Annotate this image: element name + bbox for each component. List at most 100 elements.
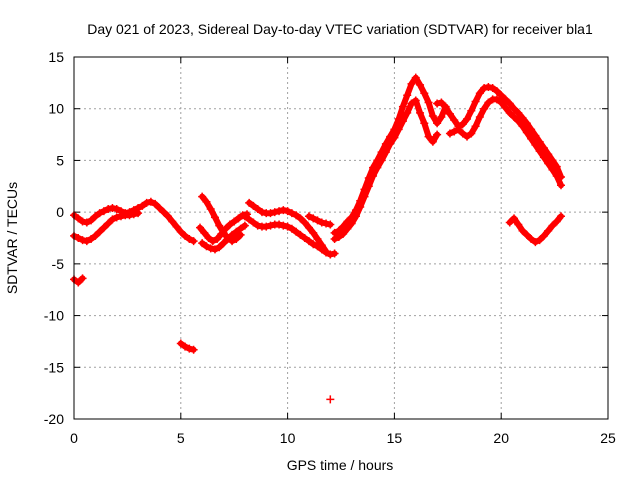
data-point — [213, 235, 222, 244]
data-point — [510, 214, 519, 223]
data-point — [420, 89, 429, 98]
data-point — [159, 208, 168, 217]
y-tick-label: 15 — [48, 49, 64, 65]
data-point — [428, 137, 437, 146]
data-point — [407, 79, 416, 88]
data-point — [257, 208, 266, 217]
data-point — [492, 87, 501, 96]
data-point — [450, 127, 459, 136]
data-point — [200, 228, 209, 237]
data-point — [317, 245, 326, 254]
data-point — [398, 102, 407, 111]
data-point — [204, 234, 213, 242]
data-point — [548, 221, 557, 230]
data-point — [531, 131, 540, 140]
data-series — [70, 73, 566, 404]
x-tick-label: 25 — [600, 430, 616, 446]
data-point — [518, 114, 527, 123]
y-tick-label: -5 — [52, 256, 65, 272]
data-point — [527, 134, 536, 143]
data-point — [82, 218, 91, 227]
series-trace-b — [70, 209, 143, 246]
data-point — [198, 239, 207, 248]
data-point — [146, 197, 155, 206]
y-axis-title: SDTVAR / TECUs — [4, 182, 20, 294]
data-point — [304, 237, 313, 246]
data-point — [463, 115, 472, 124]
data-point — [433, 119, 442, 128]
data-point — [471, 122, 480, 131]
data-point — [74, 234, 83, 242]
data-point — [454, 125, 463, 134]
data-point — [411, 96, 420, 105]
data-point — [185, 235, 194, 244]
data-point — [445, 109, 454, 118]
y-tick-label: -15 — [44, 359, 64, 375]
data-point — [557, 181, 566, 190]
data-point — [240, 221, 249, 230]
data-point — [104, 205, 113, 214]
data-point — [381, 148, 390, 157]
data-point — [475, 112, 484, 121]
data-point — [309, 240, 318, 249]
series-trace-j — [304, 212, 335, 229]
data-point — [514, 220, 523, 229]
data-point — [87, 216, 96, 225]
data-point — [163, 212, 172, 221]
data-point — [433, 130, 442, 139]
data-point — [176, 339, 185, 348]
data-point — [275, 207, 284, 216]
data-point — [300, 234, 309, 242]
data-point — [78, 217, 87, 226]
data-point — [245, 198, 254, 207]
data-point — [394, 125, 403, 134]
data-point — [552, 217, 561, 226]
y-tick-label: 0 — [56, 204, 64, 220]
data-point — [108, 215, 117, 224]
data-point — [219, 239, 228, 248]
data-point — [181, 342, 190, 351]
data-point — [539, 144, 548, 153]
data-point — [548, 165, 557, 174]
data-point — [223, 235, 232, 244]
data-point — [531, 140, 540, 149]
grid — [74, 57, 608, 419]
data-point — [544, 150, 553, 159]
x-tick-label: 20 — [493, 430, 509, 446]
data-point — [514, 117, 523, 126]
data-point — [151, 199, 160, 208]
data-point — [253, 221, 262, 230]
series-trace-f — [196, 210, 252, 246]
data-point — [176, 227, 185, 236]
data-point — [437, 98, 446, 107]
data-point — [535, 147, 544, 156]
y-tick-label: 5 — [56, 152, 64, 168]
data-point — [411, 73, 420, 82]
data-point — [138, 201, 147, 210]
data-point — [398, 117, 407, 126]
data-point — [369, 171, 378, 180]
data-point — [403, 108, 412, 117]
data-point — [386, 139, 395, 148]
data-point — [403, 91, 412, 100]
data-point — [232, 227, 241, 236]
data-point — [334, 232, 343, 241]
data-point — [249, 218, 258, 227]
data-point — [458, 129, 467, 138]
data-point — [552, 162, 561, 171]
data-point — [206, 244, 215, 253]
data-point — [356, 202, 365, 211]
data-point — [87, 235, 96, 244]
data-point — [467, 129, 476, 138]
data-point — [548, 156, 557, 165]
data-point — [198, 192, 207, 201]
data-point — [99, 207, 108, 216]
data-point — [317, 218, 326, 227]
data-point — [228, 230, 237, 239]
data-point — [488, 84, 497, 93]
x-tick-label: 15 — [387, 430, 403, 446]
y-tick-label: 10 — [48, 101, 64, 117]
data-point — [343, 224, 352, 233]
data-point — [527, 235, 536, 244]
data-point — [202, 197, 211, 206]
